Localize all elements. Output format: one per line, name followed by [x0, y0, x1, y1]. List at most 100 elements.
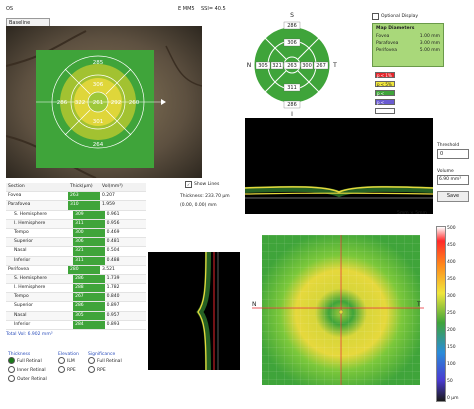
grid-outer-temporal: 267 — [316, 63, 326, 69]
table-row[interactable]: S. Hemisphere 286 1.739 — [6, 274, 146, 285]
bscan-image[interactable] — [244, 118, 434, 214]
option-label: ILM — [67, 359, 75, 364]
row-volume: 1.959 — [102, 202, 115, 208]
table-row[interactable]: Nasal 305 0.957 — [6, 311, 146, 321]
table-row[interactable]: Inferior 311 0.488 — [6, 256, 146, 266]
radio-icon[interactable] — [8, 375, 15, 382]
row-section: I. Hemisphere — [14, 220, 46, 226]
table-row[interactable]: S. Hemisphere 309 0.961 — [6, 210, 146, 220]
row-volume: 0.961 — [106, 211, 120, 217]
table-row[interactable]: Nasal 321 0.504 — [6, 247, 146, 257]
vertical-bscan[interactable] — [148, 251, 240, 371]
table-row[interactable]: Superior 286 0.897 — [6, 302, 146, 312]
colorbar-tick-label: 450 — [447, 243, 456, 248]
map-diameter-value: 1.00 mm — [419, 34, 440, 39]
option-label: RPE — [97, 368, 106, 373]
map-diameter-row: Perifovea 5.00 mm — [376, 47, 440, 54]
row-volume: 1.739 — [106, 275, 120, 281]
optional-display-checkbox[interactable] — [372, 12, 379, 20]
grid-outer-bottom: 286 — [287, 102, 297, 108]
colorbar-tick-label: 0 μm — [447, 396, 459, 401]
row-thickness: 267 — [73, 293, 105, 302]
thickness-map[interactable]: N T — [252, 235, 424, 385]
header-thickness: Thick(μm) — [70, 184, 93, 189]
option-radio-elevation[interactable]: ILM — [58, 357, 88, 366]
row-section: Tempo — [14, 229, 29, 235]
table-row[interactable]: Fovea 263 0.207 — [6, 192, 146, 202]
mode-label: E MM5 — [178, 6, 195, 12]
radio-icon[interactable] — [8, 366, 15, 373]
table-row[interactable]: I. Hemisphere 288 1.782 — [6, 284, 146, 294]
scan-caption: 5mm × 5mm — [397, 211, 427, 216]
option-label: RPE — [67, 368, 76, 373]
table-row[interactable]: Tempo 300 0.469 — [6, 228, 146, 239]
row-volume: 0.207 — [102, 193, 115, 199]
row-thickness: 309 — [73, 210, 105, 219]
color-scale-bar — [436, 226, 446, 402]
option-radio-significance[interactable]: Full Retinal — [88, 357, 138, 366]
fundus-image[interactable]: 261 306 322 292 301 285 286 260 264 — [6, 26, 202, 178]
option-radio-thickness[interactable]: Inner Retinal — [8, 366, 58, 375]
legend-entry: p < 95% — [375, 88, 415, 102]
legend-entry: p < 5% — [375, 79, 415, 88]
overlay-outer-top: 285 — [93, 60, 104, 66]
show-lines-checkbox[interactable]: ✓ — [185, 181, 192, 188]
show-lines-toggle[interactable]: ✓ Show Lines — [185, 181, 219, 188]
row-thickness: 305 — [73, 311, 105, 320]
row-thickness: 286 — [73, 302, 105, 311]
overlay-center-value: 261 — [93, 100, 104, 106]
grid-outer-top: 286 — [287, 23, 297, 29]
map-diameter-name: Fovea — [376, 34, 390, 39]
map-diameter-value: 3.00 mm — [419, 41, 440, 46]
radio-icon[interactable] — [8, 357, 15, 364]
radio-icon[interactable] — [88, 357, 95, 364]
table-row[interactable]: I. Hemisphere 311 0.956 — [6, 219, 146, 229]
grid-inner-nasal: 321 — [272, 63, 282, 69]
overlay-inner-nasal: 322 — [75, 100, 86, 106]
row-section: Nasal — [14, 312, 27, 318]
row-thickness: 310 — [68, 201, 100, 210]
radio-icon[interactable] — [88, 366, 95, 373]
radio-icon[interactable] — [58, 366, 65, 373]
table-row[interactable]: Tempo 267 0.840 — [6, 293, 146, 303]
colorbar-tick-label: 400 — [447, 260, 456, 265]
grid-chart-svg: 286 306 263 311 286 305 321 300 267 S N … — [247, 12, 337, 118]
row-section: S. Hemisphere — [14, 275, 47, 281]
save-button[interactable]: Save — [437, 191, 469, 202]
tab-label: Baseline — [9, 20, 31, 26]
vertical-bscan-svg — [196, 251, 219, 371]
table-row[interactable]: Parafovea 310 1.959 — [6, 201, 146, 211]
row-volume: 0.469 — [106, 229, 120, 235]
option-radio-thickness[interactable]: Outer Retinal — [8, 375, 58, 384]
thickness-options-title: Thickness — [8, 352, 31, 357]
thickness-map-svg: N T — [252, 235, 424, 385]
row-section: Perifovea — [8, 266, 29, 272]
threshold-input[interactable]: 0 — [437, 149, 469, 159]
thickness-readout: Thickness: 233.70 μm — [180, 194, 230, 199]
legend-swatch: p < 95% — [375, 89, 395, 102]
scan-controls: Threshold 0 Volume 6.90 mm³ Save — [437, 143, 469, 202]
option-radio-thickness[interactable]: Full Retinal — [8, 357, 58, 366]
table-row[interactable]: Inferior 284 0.893 — [6, 320, 146, 330]
table-footer: Total Vol: 6.902 mm³ — [6, 332, 53, 337]
radio-icon[interactable] — [58, 357, 65, 364]
row-volume: 0.956 — [106, 220, 120, 226]
overlay-outer-nasal: 286 — [57, 100, 68, 106]
legend-swatch: p < 1% — [375, 71, 395, 78]
table-row[interactable]: Superior 306 0.481 — [6, 238, 146, 248]
bscan-svg — [244, 185, 434, 199]
significance-legend: p < 1% p < 5% p < 95%p < 99% — [375, 70, 415, 115]
row-section: Superior — [14, 239, 34, 245]
row-thickness: 306 — [73, 238, 105, 247]
row-section: Superior — [14, 303, 34, 309]
option-radio-significance[interactable]: RPE — [88, 366, 138, 375]
overlay-outer-bottom: 264 — [93, 142, 104, 148]
etdrs-grid-chart: 286 306 263 311 286 305 321 300 267 S N … — [246, 8, 338, 118]
map-diameter-name: Parafovea — [376, 41, 399, 46]
option-radio-elevation[interactable]: RPE — [58, 366, 88, 375]
row-volume: 0.957 — [106, 312, 120, 318]
colorbar-tick-label: 150 — [447, 345, 456, 350]
option-label: Inner Retinal — [17, 368, 46, 373]
table-row[interactable]: Perifovea 280 3.521 — [6, 265, 146, 275]
threshold-value: 0 — [440, 151, 444, 157]
